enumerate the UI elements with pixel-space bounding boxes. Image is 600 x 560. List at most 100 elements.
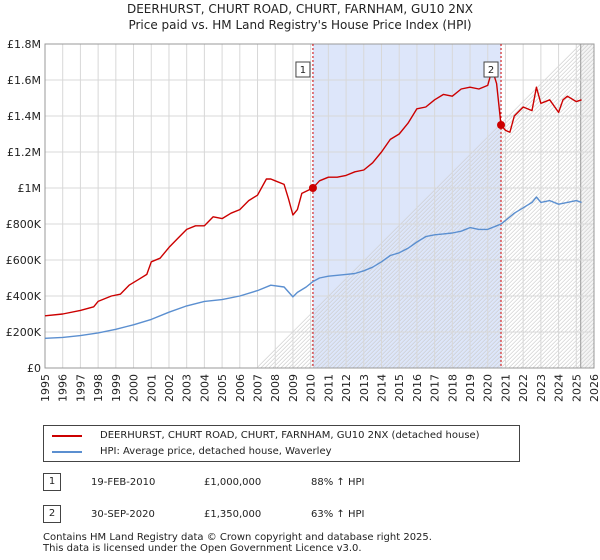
forecast-hatch: [376, 144, 600, 369]
x-tick-label: 2026: [588, 374, 600, 402]
forecast-hatch: [312, 80, 600, 369]
x-tick-label: 2001: [145, 374, 158, 402]
y-tick-label: £600K: [6, 254, 42, 267]
sale-label-1: 1: [300, 65, 306, 76]
y-tick-label: £1.6M: [7, 74, 41, 87]
forecast-hatch: [440, 208, 600, 369]
sale-date-2: 30-SEP-2020: [91, 509, 155, 520]
x-tick-label: 2013: [358, 374, 371, 402]
forecast-hatch: [400, 168, 600, 369]
forecast-hatch: [356, 124, 600, 369]
series-line-property: [44, 68, 582, 317]
forecast-hatch: [340, 108, 600, 369]
sale-row-2: 2 30-SEP-2020 £1,350,000 63% ↑ HPI: [43, 505, 443, 523]
forecast-hatch: [424, 192, 600, 369]
forecast-hatch: [276, 44, 600, 369]
x-tick-label: 2007: [252, 374, 265, 402]
x-tick-label: 2020: [482, 374, 495, 402]
x-tick-label: 1998: [92, 374, 105, 402]
forecast-hatch: [500, 268, 600, 369]
x-tick-label: 2003: [181, 374, 194, 402]
forecast-hatch: [452, 220, 600, 369]
sale-price-1: £1,000,000: [204, 477, 262, 488]
hatch-mask: [594, 42, 600, 370]
y-tick-label: £800K: [6, 218, 42, 231]
chart-legend: DEERHURST, CHURT ROAD, CHURT, FARNHAM, G…: [43, 425, 520, 462]
forecast-hatch: [320, 88, 600, 369]
forecast-hatch: [284, 52, 600, 369]
y-tick-label: £1.4M: [7, 110, 41, 123]
forecast-hatch: [460, 228, 600, 369]
forecast-hatch: [456, 224, 600, 369]
forecast-hatch: [464, 232, 600, 369]
x-tick-label: 2019: [464, 374, 477, 402]
x-tick-label: 1995: [39, 374, 52, 402]
sale-hpi-1: 88% ↑ HPI: [311, 477, 365, 488]
forecast-hatch: [472, 240, 600, 369]
forecast-hatch: [476, 244, 600, 369]
x-tick-label: 2006: [234, 374, 247, 402]
y-tick-label: £1M: [18, 182, 42, 195]
x-tick-label: 2008: [269, 374, 282, 402]
forecast-hatch: [484, 252, 600, 369]
sale-date-1: 19-FEB-2010: [91, 477, 156, 488]
forecast-hatch: [280, 48, 600, 369]
footer-licence: This data is licensed under the Open Gov…: [43, 543, 362, 554]
forecast-hatch: [496, 264, 600, 369]
forecast-hatch: [512, 280, 600, 369]
x-tick-label: 2002: [163, 374, 176, 402]
forecast-hatch: [412, 180, 600, 369]
x-tick-label: 2024: [553, 374, 566, 402]
forecast-hatch: [428, 196, 600, 369]
x-tick-label: 1996: [57, 374, 70, 402]
x-tick-label: 2018: [446, 374, 459, 402]
forecast-hatch: [304, 72, 600, 369]
forecast-hatch: [492, 260, 600, 369]
forecast-hatch: [292, 60, 600, 369]
forecast-hatch: [384, 152, 600, 369]
chart-title: DEERHURST, CHURT ROAD, CHURT, FARNHAM, G…: [127, 2, 473, 16]
forecast-hatch: [336, 104, 600, 369]
forecast-hatch: [408, 176, 600, 369]
sale-row-1: 1 19-FEB-2010 £1,000,000 88% ↑ HPI: [43, 473, 443, 491]
series-line-hpi: [44, 196, 582, 339]
chart-subtitle: Price paid vs. HM Land Registry's House …: [128, 18, 471, 32]
legend-item-hpi: HPI: Average price, detached house, Wave…: [44, 444, 514, 460]
x-tick-label: 2014: [375, 374, 388, 402]
forecast-hatch: [488, 256, 600, 369]
x-tick-label: 2005: [216, 374, 229, 402]
x-tick-label: 2009: [287, 374, 300, 402]
sale-badge-2: 2: [43, 505, 61, 523]
x-tick-label: 2021: [499, 374, 512, 402]
plot-frame: [44, 43, 595, 369]
forecast-hatch: [392, 160, 600, 369]
forecast-hatch: [260, 43, 585, 369]
forecast-hatch: [516, 284, 600, 369]
x-tick-label: 2011: [322, 374, 335, 402]
sale-hpi-2: 63% ↑ HPI: [311, 509, 365, 520]
forecast-hatch: [528, 296, 600, 369]
forecast-hatch: [308, 76, 600, 369]
x-tick-label: 1999: [110, 374, 123, 402]
forecast-hatch: [372, 140, 600, 369]
sale-price-2: £1,350,000: [204, 509, 262, 520]
y-tick-label: £1.2M: [7, 146, 41, 159]
forecast-hatch: [448, 216, 600, 369]
forecast-hatch: [532, 300, 600, 369]
forecast-hatch: [508, 276, 600, 369]
x-tick-label: 2010: [305, 374, 318, 402]
forecast-hatch: [420, 188, 600, 369]
forecast-hatch: [348, 116, 600, 369]
x-tick-label: 1997: [74, 374, 87, 402]
sale-label-2: 2: [488, 65, 494, 76]
forecast-hatch: [316, 84, 600, 369]
forecast-hatch: [332, 100, 600, 369]
forecast-hatch: [296, 64, 600, 369]
forecast-hatch: [520, 288, 600, 369]
forecast-hatch: [404, 172, 600, 369]
forecast-hatch: [536, 304, 600, 369]
forecast-hatch: [352, 120, 600, 369]
forecast-hatch: [480, 248, 600, 369]
legend-item-property: DEERHURST, CHURT ROAD, CHURT, FARNHAM, G…: [44, 428, 514, 444]
legend-label-hpi: HPI: Average price, detached house, Wave…: [100, 446, 332, 457]
